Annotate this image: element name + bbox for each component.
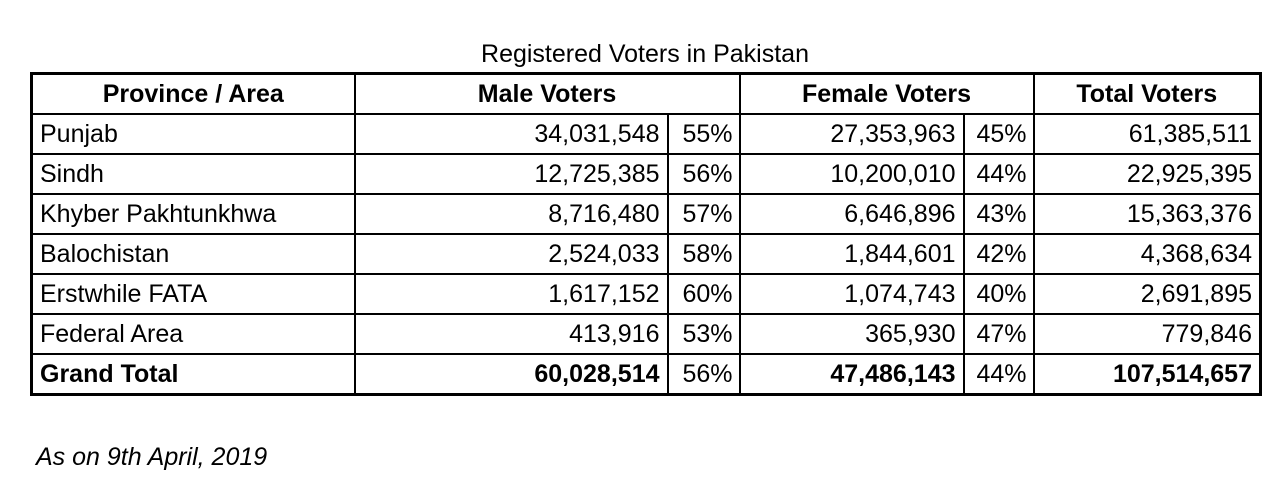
male-voters-cell: 12,725,385 [353,153,669,195]
grand-total-row: Grand Total 60,028,514 56% 47,486,143 44… [30,353,1262,396]
province-cell: Punjab [30,113,356,155]
male-voters-cell: 413,916 [353,313,669,355]
grand-total-voters-cell: 107,514,657 [1032,353,1262,396]
province-cell: Sindh [30,153,356,195]
table-title: Registered Voters in Pakistan [481,40,809,68]
total-voters-cell: 15,363,376 [1032,193,1262,235]
province-cell: Federal Area [30,313,356,355]
province-cell: Khyber Pakhtunkhwa [30,193,356,235]
female-voters-cell: 6,646,896 [738,193,965,235]
total-voters-cell: 2,691,895 [1032,273,1262,315]
female-percent-cell: 40% [963,273,1035,315]
voters-table: Province / Area Male Voters Female Voter… [30,72,1262,396]
female-voters-cell: 365,930 [738,313,965,355]
female-percent-cell: 43% [963,193,1035,235]
male-percent-cell: 57% [667,193,741,235]
male-percent-cell: 58% [667,233,741,275]
total-voters-cell: 779,846 [1032,313,1262,355]
total-voters-header: Total Voters [1032,72,1262,115]
male-percent-cell: 53% [667,313,741,355]
male-voters-cell: 34,031,548 [353,113,669,155]
total-voters-cell: 22,925,395 [1032,153,1262,195]
province-header: Province / Area [30,72,356,115]
grand-total-female-cell: 47,486,143 [738,353,965,396]
male-voters-cell: 1,617,152 [353,273,669,315]
grand-total-label: Grand Total [30,353,356,396]
table-row: Punjab 34,031,548 55% 27,353,963 45% 61,… [30,113,1262,155]
grand-total-female-percent-cell: 44% [963,353,1035,396]
table-row: Khyber Pakhtunkhwa 8,716,480 57% 6,646,8… [30,193,1262,235]
province-cell: Erstwhile FATA [30,273,356,315]
province-cell: Balochistan [30,233,356,275]
male-voters-cell: 8,716,480 [353,193,669,235]
male-percent-cell: 60% [667,273,741,315]
female-percent-cell: 47% [963,313,1035,355]
table-row: Balochistan 2,524,033 58% 1,844,601 42% … [30,233,1262,275]
total-voters-cell: 4,368,634 [1032,233,1262,275]
header-row: Province / Area Male Voters Female Voter… [30,72,1262,115]
female-voters-cell: 1,844,601 [738,233,965,275]
female-voters-cell: 10,200,010 [738,153,965,195]
female-percent-cell: 42% [963,233,1035,275]
total-voters-cell: 61,385,511 [1032,113,1262,155]
female-voters-cell: 27,353,963 [738,113,965,155]
table-row: Federal Area 413,916 53% 365,930 47% 779… [30,313,1262,355]
male-voters-cell: 2,524,033 [353,233,669,275]
male-voters-header: Male Voters [353,72,741,115]
male-percent-cell: 55% [667,113,741,155]
male-percent-cell: 56% [667,153,741,195]
grand-total-male-cell: 60,028,514 [353,353,669,396]
date-note: As on 9th April, 2019 [36,443,268,471]
female-voters-cell: 1,074,743 [738,273,965,315]
female-percent-cell: 45% [963,113,1035,155]
female-voters-header: Female Voters [738,72,1035,115]
grand-total-male-percent-cell: 56% [667,353,741,396]
table-row: Erstwhile FATA 1,617,152 60% 1,074,743 4… [30,273,1262,315]
female-percent-cell: 44% [963,153,1035,195]
table-row: Sindh 12,725,385 56% 10,200,010 44% 22,9… [30,153,1262,195]
